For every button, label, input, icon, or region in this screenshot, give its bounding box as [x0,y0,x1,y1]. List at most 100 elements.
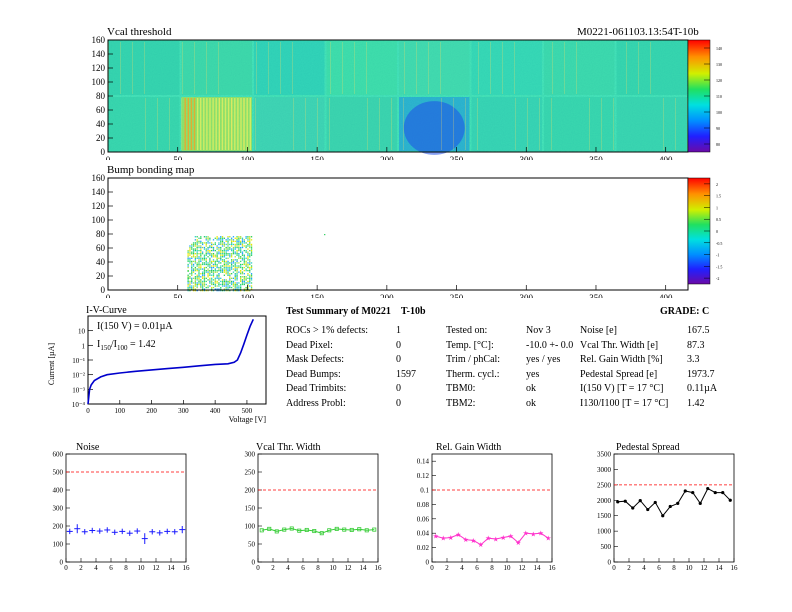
x-tick-label: 150 [310,155,324,160]
roc-chip [544,97,615,151]
y-tick-label: 400 [53,487,64,495]
y-tick-label: 160 [92,36,106,45]
rel-gain-title: Rel. Gain Width [436,442,502,453]
pedestal-title: Pedestal Spread [616,442,680,453]
pedestal-chart: 0 500 1000 1500 2000 2500 3000 3500 0 2 4 6 8 10 12 14 1… [597,451,739,571]
data-point [327,528,332,533]
noise-chart: 0 100 200 300 400 500 600 0 2 4 6 8 10 12 14 16 [53,451,191,571]
x-tick-label: 16 [183,564,191,570]
data-point [297,528,302,533]
x-tick-label: 16 [549,564,557,570]
summary-value: 87.3 [687,339,705,351]
x-tick-label: 12 [153,564,161,570]
data-point [623,499,627,503]
summary-label: TBM0: [446,383,476,394]
summary-value: yes [526,368,540,380]
x-tick-label: 16 [375,564,383,570]
x-tick-label: 14 [168,564,176,570]
data-point: ★ [500,534,506,542]
summary-row: Dead Pixel: 0 [286,340,416,355]
y-tick-label: 2500 [597,481,612,489]
x-tick-label: 350 [589,293,603,298]
x-tick-label: 2 [79,564,83,570]
x-tick-label: 10 [504,564,512,570]
summary-value: 0 [396,383,401,394]
x-tick-label: 400 [659,155,673,160]
data-point [342,527,347,532]
noise-title: Noise [76,442,100,453]
rel-gain-chart: 0 0.02 0.04 0.06 0.08 0.1 0.12 0.14 0 2 4 6 8 10 12 14 1… [417,453,557,570]
data-point [282,527,287,532]
summary-row: Vcal Thr. Width [e] 87.3 [580,340,717,355]
iv-xlabel: Voltage [V] [229,415,267,424]
summary-label: Dead Bumps: [286,368,341,380]
roc-chip [326,41,397,95]
summary-label: Pedestal Spread [e] [580,368,658,380]
data-point [668,504,672,509]
y-tick-label: 0 [101,285,106,295]
summary-title-text: Test Summary of M0221 [286,306,391,317]
data-point [304,527,309,532]
x-tick-label: 300 [520,293,534,298]
data-point [267,526,272,531]
summary-row: TBM0: ok [446,383,573,398]
x-tick-label: 2 [271,564,275,570]
data-point: ★ [515,539,521,547]
data-point: ★ [485,535,491,543]
y-tick-label: 0.1 [420,487,429,495]
roc-chip [254,97,325,151]
data-point: ★ [538,530,544,538]
y-tick-label: 40 [96,119,106,129]
x-tick-label: 6 [301,564,305,570]
x-tick-label: 8 [672,564,676,570]
summary-row: I130/I100 [T = 17 °C] 1.42 [580,398,717,413]
colorbar-tick-label: 130 [716,62,722,67]
summary-label: Trim / phCal: [446,354,501,365]
y-tick-label: 0.02 [417,544,430,552]
y-tick-label: 50 [248,541,256,549]
x-tick-label: 200 [380,293,394,298]
summary-value: 1.42 [687,397,705,409]
iv-ylabel: Current [µA] [47,343,56,385]
y-tick-label: 200 [245,487,256,495]
data-point [683,489,687,493]
summary-row: Trim / phCal: yes / yes [446,354,573,369]
x-tick-label: 150 [310,293,324,298]
y-tick-label: 100 [245,523,256,531]
y-tick-label: 0.14 [417,458,430,466]
colorbar-tick-label: 80 [716,142,720,147]
roc-chip [181,41,252,95]
data-point [259,528,264,533]
data-point [372,527,377,532]
y-tick-label: 0.12 [417,472,430,480]
summary-label: Therm. cycl.: [446,368,500,380]
y-tick-label: 500 [601,543,612,551]
x-tick-label: 200 [146,407,157,415]
summary-title-suffix: T-10b [400,306,426,317]
summary-row: Noise [e] 167.5 [580,325,717,340]
y-tick-label: 0 [426,559,430,567]
x-tick-label: 0 [256,564,260,570]
y-tick-label: 3500 [597,451,612,459]
x-tick-label: 16 [731,564,739,570]
series-line [435,532,549,546]
data-point [289,526,294,531]
summary-value: 167.5 [687,325,710,336]
data-point: ★ [530,530,536,538]
x-tick-label: 50 [173,155,183,160]
summary-row: Temp. [°C]: -10.0 +- 0.0 [446,340,573,355]
x-tick-label: 400 [210,407,221,415]
y-tick-label: 300 [53,505,64,513]
colorbar-tick-label: 0 [716,229,718,234]
data-point: ★ [440,535,446,543]
x-tick-label: 250 [450,293,464,298]
y-tick-label: 80 [96,229,106,239]
data-point [676,501,680,505]
roc-chip [254,41,325,95]
x-tick-label: 10 [330,564,338,570]
data-point [721,490,725,495]
x-tick-label: 2 [445,564,449,570]
data-point: ★ [478,541,484,549]
summary-row: ROCs > 1% defects: 1 [286,325,416,340]
